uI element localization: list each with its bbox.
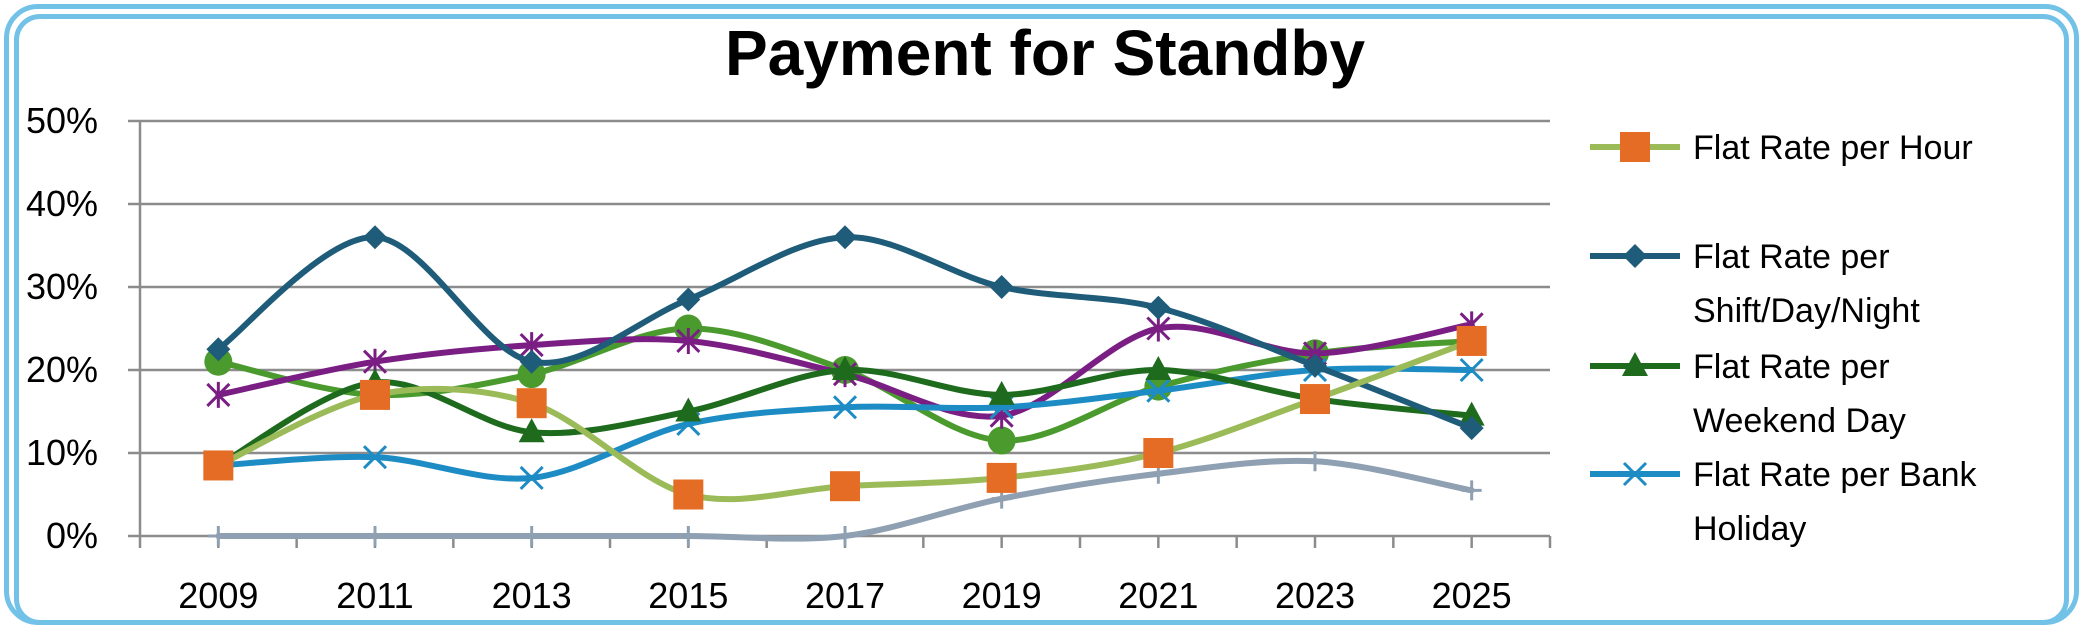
- data-point-marker: [363, 225, 387, 250]
- x-tick-label: 2021: [1118, 575, 1198, 616]
- legend-label: Flat Rate per Weekend Day: [1693, 348, 1906, 440]
- data-point-marker: [987, 426, 1016, 455]
- x-tick-label: 2011: [336, 575, 413, 616]
- legend-label: Flat Rate per Hour: [1693, 129, 1973, 167]
- chart-frame-inner: [14, 14, 2069, 625]
- data-point-marker: [365, 526, 385, 546]
- data-point-marker: [519, 349, 544, 374]
- data-point-marker: [206, 381, 231, 408]
- data-point-marker: [1303, 353, 1327, 378]
- data-point-marker: [1143, 438, 1174, 468]
- x-tick-label: 2013: [492, 575, 572, 616]
- x-tick-label: 2025: [1432, 575, 1512, 616]
- data-point-marker: [362, 445, 388, 470]
- y-tick-label: 20%: [26, 349, 98, 390]
- data-point-marker: [208, 526, 229, 546]
- data-point-marker: [206, 337, 231, 362]
- data-point-marker: [835, 526, 855, 546]
- data-point-marker: [518, 418, 545, 443]
- axes: 0% 10% 20% 30% 40% 50% 2009 2011 2013 2015 2017 201…: [26, 100, 1552, 616]
- data-point-marker: [203, 450, 234, 481]
- legend-marker: [1622, 352, 1648, 376]
- data-point-marker: [1300, 384, 1330, 415]
- x-tick-label: 2019: [962, 575, 1042, 616]
- data-point-marker: [830, 471, 860, 502]
- series-1: [203, 325, 1487, 510]
- data-point-marker: [832, 356, 858, 380]
- y-tick-label: 40%: [26, 183, 98, 224]
- data-point-marker: [519, 465, 544, 490]
- series-lines: [203, 225, 1487, 546]
- y-tick-label: 10%: [26, 432, 98, 473]
- data-point-marker: [360, 379, 390, 410]
- legend-item: Flat Rate per Shift/Day/Night: [1590, 238, 1920, 330]
- data-point-marker: [988, 380, 1015, 405]
- data-point-marker: [1146, 295, 1171, 320]
- y-tick-label: 30%: [26, 266, 98, 307]
- data-point-marker: [676, 287, 701, 312]
- legend-marker: [1623, 244, 1647, 268]
- data-point-marker: [676, 327, 701, 354]
- data-point-marker: [833, 225, 857, 250]
- data-point-marker: [1145, 356, 1172, 380]
- legend-marker: [1620, 132, 1650, 162]
- series-2: [206, 225, 1484, 441]
- legend-item: Flat Rate per Bank Holiday: [1590, 456, 1977, 548]
- x-tick-label: 2017: [805, 575, 885, 616]
- chart-title: Payment for Standby: [725, 17, 1366, 89]
- legend-marker: [1622, 461, 1648, 487]
- data-point-marker: [1146, 378, 1171, 403]
- legend-item: Flat Rate per Weekend Day: [1590, 348, 1906, 440]
- data-point-marker: [986, 462, 1017, 493]
- data-point-marker: [675, 397, 702, 422]
- data-point-marker: [673, 479, 704, 510]
- legend-label: Flat Rate per Shift/Day/Night: [1693, 238, 1920, 330]
- x-tick-label: 2023: [1275, 575, 1355, 616]
- data-point-marker: [517, 360, 546, 389]
- series-4: [206, 357, 1484, 490]
- data-point-marker: [1146, 315, 1171, 342]
- data-point-marker: [1459, 416, 1484, 441]
- y-tick-label: 50%: [26, 100, 98, 141]
- data-point-marker: [1305, 451, 1325, 472]
- series-line: [215, 234, 1475, 432]
- legend-item: Flat Rate per Hour: [1590, 129, 1973, 167]
- data-point-marker: [1461, 480, 1482, 501]
- data-point-marker: [989, 275, 1014, 299]
- data-point-marker: [516, 388, 547, 419]
- x-tick-label: 2015: [648, 575, 728, 616]
- data-point-marker: [832, 395, 858, 420]
- data-point-marker: [1459, 357, 1484, 383]
- data-point-marker: [678, 526, 699, 546]
- x-tick-label: 2009: [178, 575, 258, 616]
- y-tick-label: 0%: [46, 515, 98, 556]
- legend-label: Flat Rate per Bank Holiday: [1693, 456, 1977, 548]
- data-point-marker: [521, 526, 542, 546]
- data-point-marker: [1456, 325, 1487, 356]
- data-point-marker: [1458, 401, 1485, 426]
- data-point-marker: [204, 347, 233, 376]
- legend: Flat Rate per Hour Flat Rate per Shift/Day…: [1590, 129, 1977, 548]
